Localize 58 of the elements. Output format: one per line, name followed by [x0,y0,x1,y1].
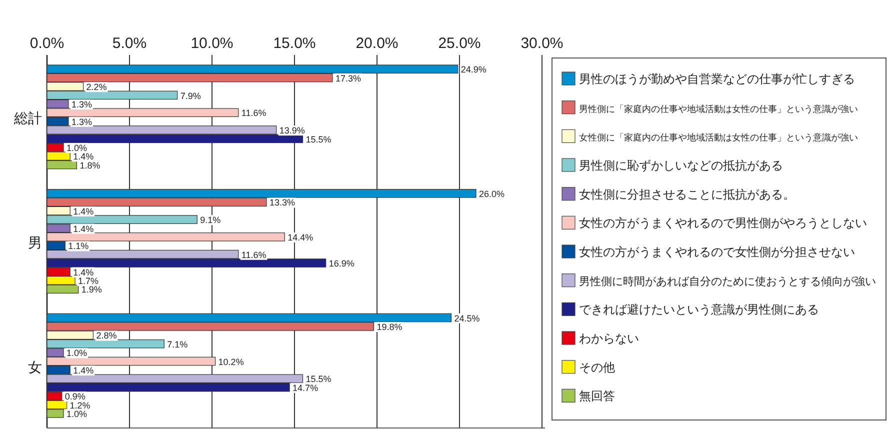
legend-label: 女性の方がうまくやれるので女性側が分担させない [579,245,855,259]
legend-label: 男性側に「家庭内の仕事や地域活動は女性の仕事」という意識が強い [579,104,858,114]
data-label: 1.9% [81,284,102,295]
data-label: 11.6% [241,108,266,118]
data-label: 16.9% [328,258,354,269]
legend-label: 男性のほうが勤めや自営業などの仕事が忙しすぎる [579,72,855,86]
data-label: 10.2% [218,356,244,367]
x-tick-label: 15.0% [273,35,316,52]
data-label: 1.4% [73,224,94,234]
data-label: 1.3% [71,99,92,110]
legend-label: 男性側に恥ずかしいなどの抵抗がある [579,158,783,172]
data-label: 1.0% [66,142,88,153]
legend-label: 男性側に時間があれば自分のために使おうとする傾向が強い [579,274,876,288]
data-label: 7.9% [180,90,201,101]
x-tick-label: 10.0% [190,35,234,52]
legend-label: できれば避けたいという意識が男性側にある [579,302,819,317]
data-label: 14.7% [292,382,318,393]
y-tick-label: 男 [28,234,42,250]
x-tick-label: 20.0% [356,35,398,52]
legend-label: 女性側に分担させることに抵抗がある。 [579,187,795,202]
data-label: 9.1% [200,215,221,226]
data-label: 24.5% [454,313,480,324]
y-tick-label: 女 [28,358,42,375]
data-label: 14.4% [288,232,314,242]
data-label: 7.1% [167,339,188,350]
data-label: 24.9% [460,64,486,75]
legend-label: わからない [579,332,639,346]
data-label: 15.5% [306,374,332,384]
data-label: 1.4% [73,206,94,216]
data-label: 17.3% [335,73,361,84]
data-label: 1.2% [70,400,90,410]
data-label: 26.0% [479,189,505,199]
data-label: 2.8% [96,330,117,341]
data-label: 1.7% [78,276,99,286]
data-label: 19.8% [376,322,402,332]
data-label: 1.4% [73,152,94,162]
data-label: 1.4% [73,366,94,376]
data-label: 1.4% [73,267,94,278]
data-label: 0.9% [64,392,86,402]
data-label: 1.0% [66,348,88,358]
x-tick-label: 0.0% [30,35,64,52]
legend-label: 女性の方がうまくやれるので男性側がやろうとしない [579,216,867,230]
x-tick-label: 5.0% [112,35,147,52]
data-label: 1.8% [80,160,100,170]
data-label: 1.3% [71,116,92,127]
data-label: 1.1% [68,241,89,252]
data-label: 2.2% [86,82,107,92]
data-label: 11.6% [241,250,266,260]
data-label: 13.3% [269,198,295,208]
legend-label: 女性側に「家庭内の仕事や地域活動は女性の仕事」という意識が強い [579,132,858,143]
legend-label: 無回答 [579,389,615,404]
data-label: 1.0% [66,409,88,420]
x-tick-label: 25.0% [438,35,481,52]
y-tick-label: 総計 [13,110,42,126]
data-label: 15.5% [306,134,332,144]
data-label: 13.9% [279,126,305,136]
legend-label: その他 [579,360,615,374]
x-tick-label: 30.0% [520,35,564,52]
